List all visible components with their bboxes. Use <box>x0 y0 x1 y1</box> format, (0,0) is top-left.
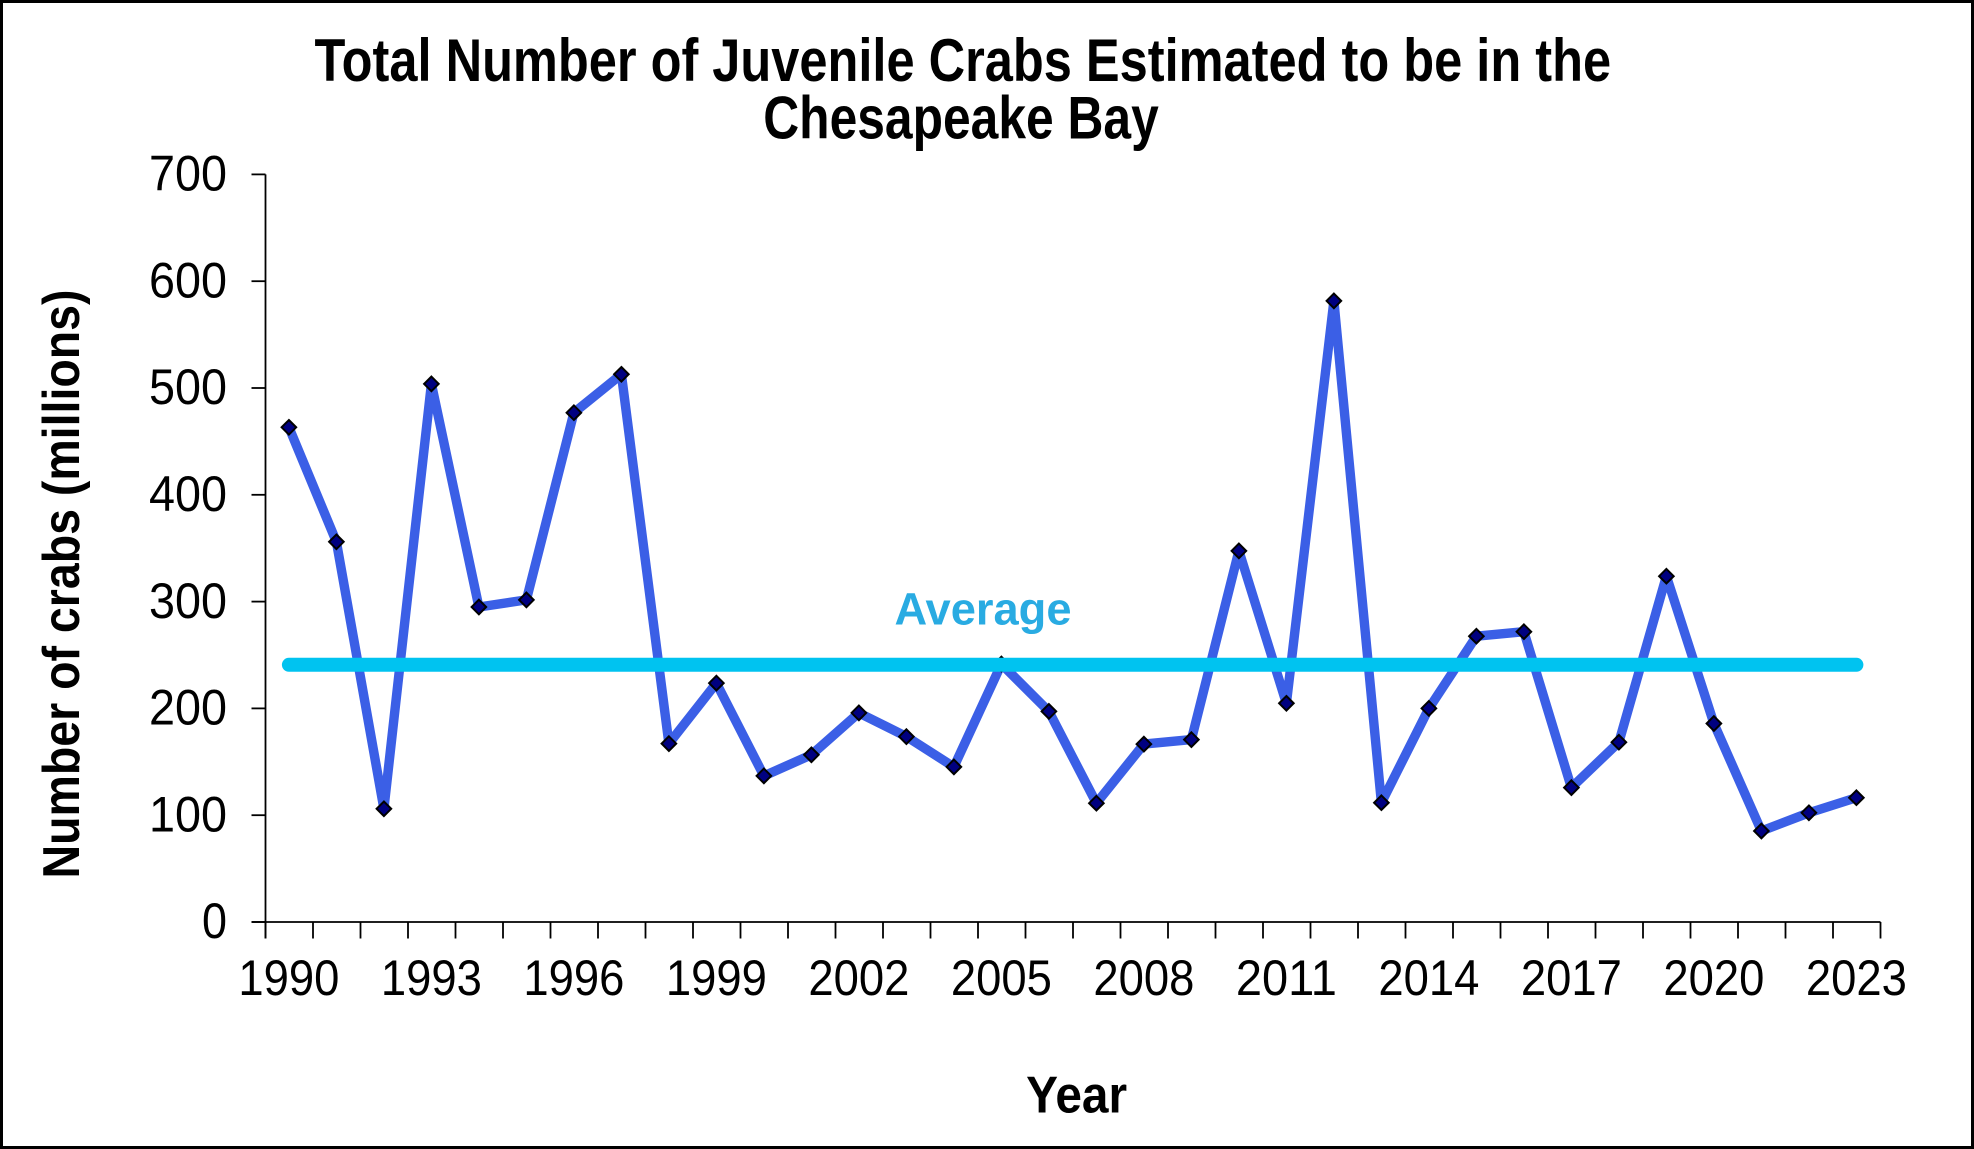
svg-text:1993: 1993 <box>381 950 482 1006</box>
svg-text:1999: 1999 <box>666 950 767 1006</box>
svg-text:Total Number of Juvenile Crabs: Total Number of Juvenile Crabs Estimated… <box>315 27 1612 94</box>
svg-text:1990: 1990 <box>238 950 339 1006</box>
svg-text:700: 700 <box>149 146 227 202</box>
svg-text:2020: 2020 <box>1663 950 1764 1006</box>
svg-text:300: 300 <box>149 573 227 629</box>
svg-text:2011: 2011 <box>1236 950 1337 1006</box>
svg-text:600: 600 <box>149 252 227 308</box>
svg-text:2023: 2023 <box>1806 950 1907 1006</box>
svg-text:2002: 2002 <box>808 950 909 1006</box>
svg-text:Average: Average <box>895 584 1072 635</box>
svg-text:2008: 2008 <box>1093 950 1194 1006</box>
svg-text:2014: 2014 <box>1378 950 1479 1006</box>
svg-text:100: 100 <box>149 786 227 842</box>
svg-text:Year: Year <box>1026 1067 1127 1125</box>
svg-text:1996: 1996 <box>523 950 624 1006</box>
svg-text:2017: 2017 <box>1521 950 1622 1006</box>
svg-text:0: 0 <box>202 893 227 949</box>
svg-text:Number of crabs (millions): Number of crabs (millions) <box>33 290 91 879</box>
svg-text:400: 400 <box>149 466 227 522</box>
svg-text:Chesapeake Bay: Chesapeake Bay <box>763 85 1159 152</box>
svg-text:200: 200 <box>149 680 227 736</box>
svg-text:2005: 2005 <box>951 950 1052 1006</box>
svg-text:500: 500 <box>149 359 227 415</box>
